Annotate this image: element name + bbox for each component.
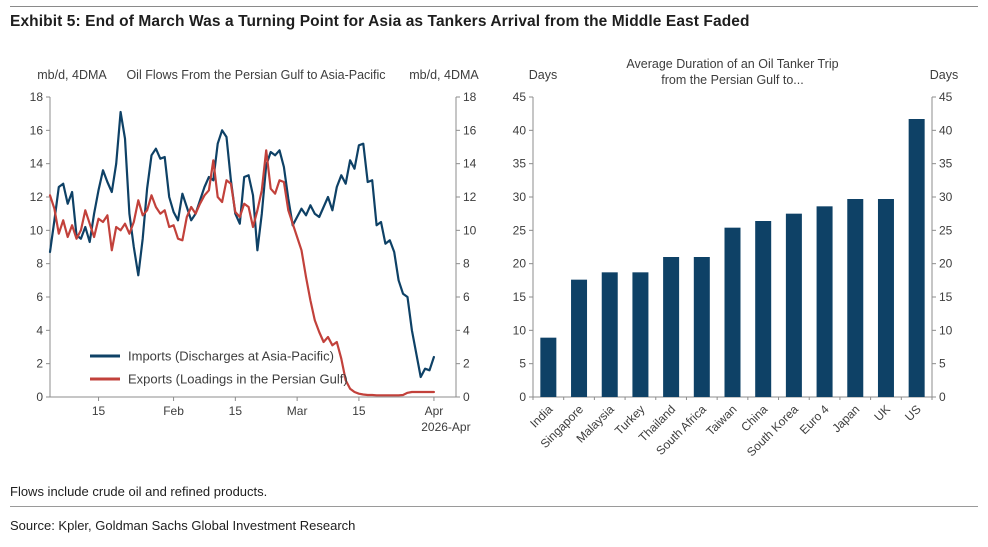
y-tick-label-right: 30 <box>939 190 953 204</box>
exhibit-title: Exhibit 5: End of March Was a Turning Po… <box>10 13 750 30</box>
y-tick-label-right: 18 <box>463 90 477 104</box>
bar-category-label: US <box>902 402 924 424</box>
imports-line <box>48 110 435 379</box>
top-rule <box>10 6 978 7</box>
y-tick-label-left: 8 <box>36 257 43 271</box>
bar-category-label: Euro 4 <box>797 402 832 437</box>
y-tick-label-left: 10 <box>513 323 527 337</box>
y-tick-label-left: 18 <box>30 90 44 104</box>
x-tick-label: Mar <box>287 404 308 418</box>
x-tick-label: Apr <box>425 404 444 418</box>
duration-bar <box>663 257 680 397</box>
y-tick-label-left: 0 <box>36 390 43 404</box>
y-tick-label-right: 45 <box>939 90 953 104</box>
y-tick-label-left: 14 <box>30 157 44 171</box>
duration-bar <box>540 337 557 397</box>
y-tick-label-right: 0 <box>939 390 946 404</box>
footer-rule <box>10 506 978 507</box>
y-tick-label-left: 6 <box>36 290 43 304</box>
x-tick-label: 15 <box>352 404 366 418</box>
y-tick-label-left: 15 <box>513 290 527 304</box>
y-tick-label-right: 35 <box>939 157 953 171</box>
bar-chart-title-line: Average Duration of an Oil Tanker Trip <box>626 58 838 71</box>
y-tick-label-left: 30 <box>513 190 527 204</box>
y-tick-label-right: 14 <box>463 157 477 171</box>
y-tick-label-right: 15 <box>939 290 953 304</box>
duration-bar <box>877 199 894 397</box>
right-axis-unit-label: Days <box>930 68 958 82</box>
bar-chart-title-line: from the Persian Gulf to... <box>661 73 803 87</box>
source-line: Source: Kpler, Goldman Sachs Global Inve… <box>10 518 356 533</box>
y-tick-label-right: 2 <box>463 357 470 371</box>
left-axis-unit-label: mb/d, 4DMA <box>37 68 107 82</box>
y-tick-label-left: 20 <box>513 257 527 271</box>
y-tick-label-right: 20 <box>939 257 953 271</box>
duration-bar <box>601 272 618 397</box>
y-tick-label-left: 0 <box>519 390 526 404</box>
tanker-trip-duration-bar-chart: 0 0 5 5 10 10 15 15 20 20 25 25 30 30 35 35 40 40 45 45 Aver… <box>513 58 959 459</box>
y-tick-label-left: 40 <box>513 123 527 137</box>
y-tick-label-right: 5 <box>939 357 946 371</box>
x-axis-period-label: 2026-Apr <box>421 420 470 434</box>
duration-bar <box>724 227 741 397</box>
duration-bar <box>785 213 802 397</box>
y-tick-label-right: 10 <box>463 223 477 237</box>
x-tick-label: 15 <box>92 404 106 418</box>
duration-bar <box>632 272 649 397</box>
duration-bar <box>755 221 772 397</box>
y-tick-label-left: 5 <box>519 357 526 371</box>
left-axis-unit-label: Days <box>529 68 557 82</box>
oil-flows-line-chart: 0 0 2 2 4 4 6 6 8 8 10 10 12 12 14 14 16 16 18 18 Oil Flows … <box>30 68 480 434</box>
y-tick-label-right: 0 <box>463 390 470 404</box>
y-tick-label-right: 8 <box>463 257 470 271</box>
legend-imports-label: Imports (Discharges at Asia-Pacific) <box>128 349 334 364</box>
bar-category-label: Japan <box>829 402 862 435</box>
x-tick-label: Feb <box>163 404 184 418</box>
y-tick-label-right: 12 <box>463 190 477 204</box>
y-tick-label-left: 2 <box>36 357 43 371</box>
right-axis-unit-label: mb/d, 4DMA <box>409 68 479 82</box>
duration-bar <box>816 206 833 397</box>
y-tick-label-left: 4 <box>36 323 43 337</box>
y-tick-label-right: 40 <box>939 123 953 137</box>
bar-category-label: Taiwan <box>703 402 739 438</box>
y-tick-label-left: 10 <box>30 223 44 237</box>
footnote: Flows include crude oil and refined prod… <box>10 484 268 499</box>
legend-exports-label: Exports (Loadings in the Persian Gulf) <box>128 372 348 387</box>
bar-category-label: UK <box>871 402 893 424</box>
line-chart-title: Oil Flows From the Persian Gulf to Asia-… <box>126 68 385 82</box>
duration-bar <box>571 279 588 397</box>
y-tick-label-right: 16 <box>463 123 477 137</box>
y-tick-label-right: 25 <box>939 223 953 237</box>
x-tick-label: 15 <box>229 404 243 418</box>
y-tick-label-right: 4 <box>463 323 470 337</box>
duration-bar <box>908 119 925 397</box>
exports-line <box>48 149 435 397</box>
y-tick-label-right: 10 <box>939 323 953 337</box>
y-tick-label-right: 6 <box>463 290 470 304</box>
duration-bar <box>847 199 864 397</box>
y-tick-label-left: 35 <box>513 157 527 171</box>
y-tick-label-left: 45 <box>513 90 527 104</box>
y-tick-label-left: 25 <box>513 223 527 237</box>
duration-bar <box>693 257 710 397</box>
y-tick-label-left: 16 <box>30 123 44 137</box>
y-tick-label-left: 12 <box>30 190 44 204</box>
charts-row: 0 0 2 2 4 4 6 6 8 8 10 10 12 12 14 14 16 16 18 18 Oil Flows … <box>30 58 959 459</box>
